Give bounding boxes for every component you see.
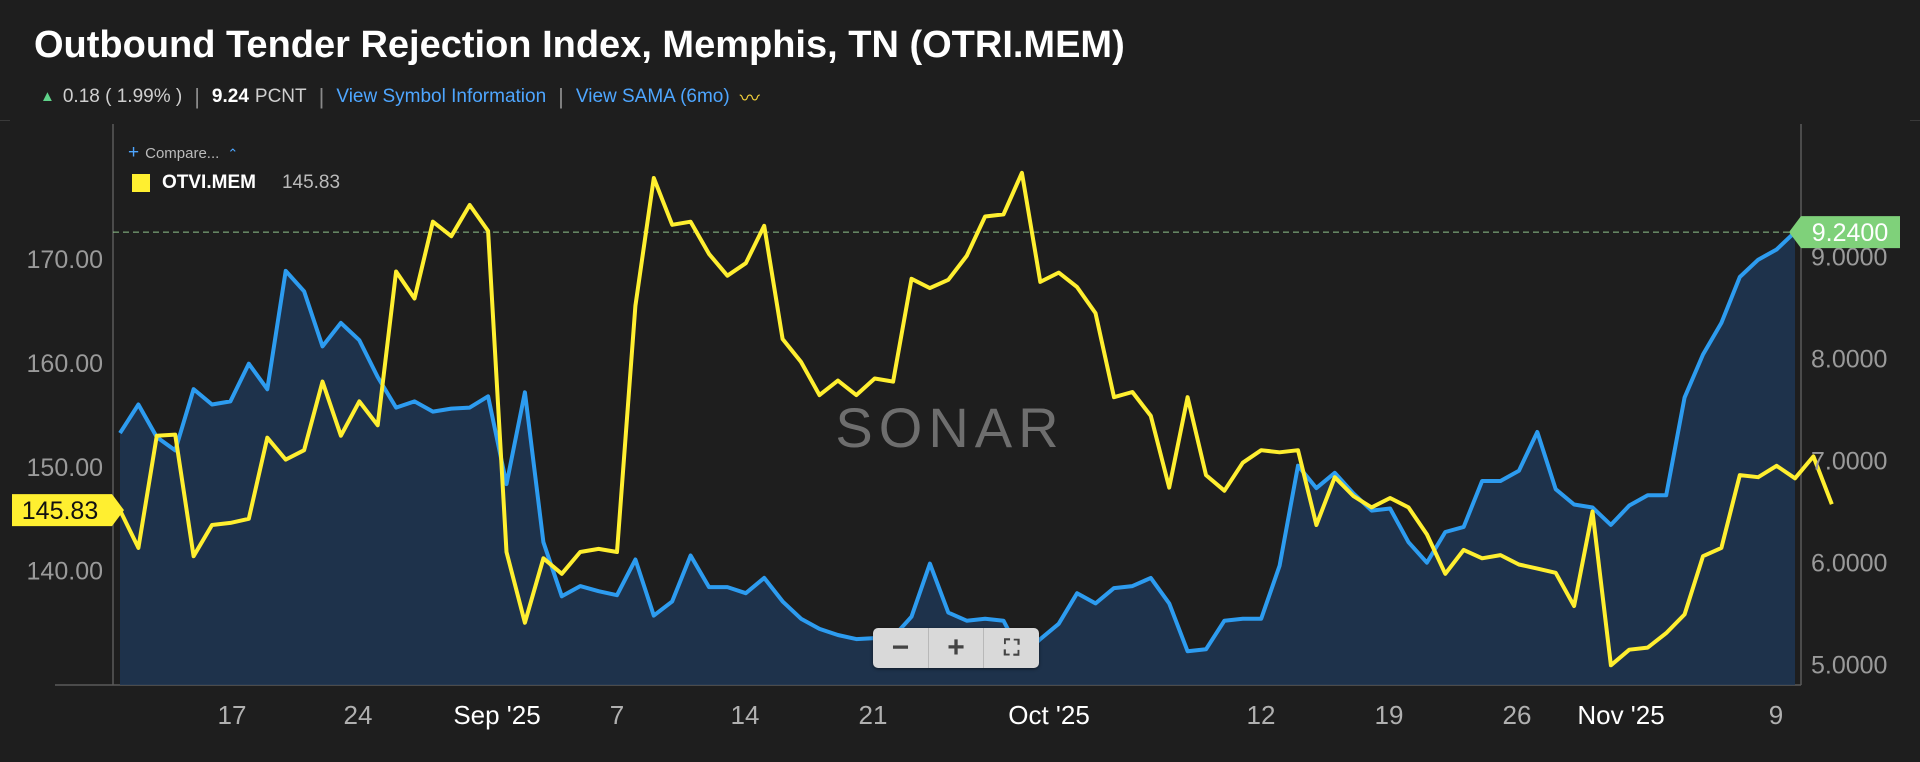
x-axis-tick-label: 26 [1503, 700, 1532, 730]
left-axis-tick-label: 170.00 [27, 246, 103, 274]
legend-series-name: OTVI.MEM [162, 172, 256, 193]
fit-button[interactable]: ⛶ [1003, 635, 1020, 660]
legend-otvi[interactable]: OTVI.MEM 145.83 [132, 172, 340, 194]
right-axis-tick-label: 8.0000 [1811, 346, 1887, 374]
x-axis-tick-label: 12 [1247, 700, 1276, 730]
divider: | [194, 83, 200, 109]
x-axis-tick-label: 9 [1769, 700, 1783, 730]
x-axis-tick-label: 17 [218, 700, 247, 730]
otri-series-line[interactable] [118, 230, 1797, 659]
x-axis-tick-label: 24 [344, 700, 373, 730]
divider: | [558, 83, 564, 109]
left-axis-tick-label: 150.00 [27, 454, 103, 482]
left-axis-tick-label: 160.00 [27, 350, 103, 378]
otri-last-value-badge [1789, 216, 1900, 249]
x-axis-tick-label: 21 [859, 700, 888, 730]
chevron-up-icon: ⌃ [227, 146, 239, 161]
view-sama-link[interactable]: View SAMA (6mo) [575, 85, 730, 107]
otvi-series-line[interactable] [118, 170, 1834, 668]
compare-label: Compare... [145, 145, 220, 162]
otri-last-value-label: 9.2400 [1812, 219, 1888, 247]
right-axis-tick-label: 5.0000 [1811, 652, 1887, 680]
sonar-watermark: SONAR [835, 396, 1064, 459]
otvi-last-value-badge [12, 494, 124, 527]
view-symbol-info-link[interactable]: View Symbol Information [336, 85, 547, 107]
arrow-up-icon: ▲ [40, 88, 55, 105]
quote-bar: ▲ 0.18 ( 1.99% ) | 9.24 PCNT | View Symb… [40, 82, 760, 111]
otvi-last-value-label: 145.83 [22, 497, 98, 525]
right-axis-tick-label: 9.0000 [1811, 244, 1887, 272]
x-axis-tick-label: 14 [731, 700, 760, 730]
legend-swatch [132, 174, 150, 192]
last-value: 9.24 [211, 85, 249, 107]
x-axis-tick-label: Nov '25 [1577, 700, 1664, 730]
chart-title: Outbound Tender Rejection Index, Memphis… [34, 24, 1125, 66]
left-axis-tick-label: 140.00 [27, 558, 103, 586]
x-axis-tick-label: 7 [610, 700, 624, 730]
zoom-out-button[interactable]: − [873, 628, 929, 668]
x-axis-tick-label: Oct '25 [1008, 700, 1090, 730]
change-value: 0.18 ( 1.99% ) [62, 85, 183, 107]
zoom-controls: − + ⛶ [873, 628, 1039, 668]
right-axis-tick-label: 6.0000 [1811, 550, 1887, 578]
chart-header: Outbound Tender Rejection Index, Memphis… [0, 0, 1920, 121]
x-axis-tick-label: Sep '25 [453, 700, 540, 730]
x-axis-tick-label: 19 [1375, 700, 1404, 730]
compare-button[interactable]: + Compare... ⌃ [128, 142, 238, 164]
zoom-in-button[interactable]: + [929, 628, 985, 668]
right-axis-tick-label: 7.0000 [1811, 448, 1887, 476]
plus-icon: + [128, 142, 140, 163]
divider: | [318, 83, 325, 109]
unit-label: PCNT [254, 85, 307, 107]
chart-wave-icon[interactable]: 〰 [739, 88, 760, 110]
legend-series-value: 145.83 [281, 172, 341, 193]
